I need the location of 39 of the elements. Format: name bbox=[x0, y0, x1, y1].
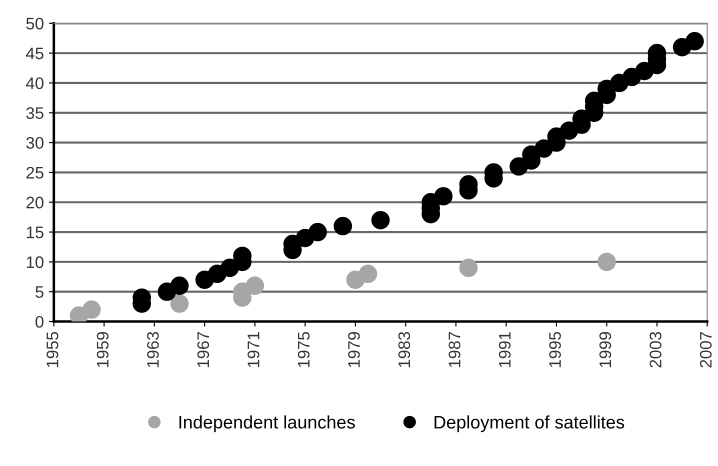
x-tick-label: 1975 bbox=[298, 332, 310, 368]
x-tick-label: 1955 bbox=[46, 332, 58, 368]
point bbox=[371, 210, 390, 230]
y-tick-label: 30 bbox=[26, 136, 44, 149]
y-tick-label: 45 bbox=[26, 48, 44, 60]
x-tick-label: 1983 bbox=[398, 332, 410, 368]
x-tick-label: 2003 bbox=[650, 332, 662, 368]
y-tick-label: 35 bbox=[26, 107, 44, 119]
point bbox=[334, 216, 352, 236]
point bbox=[246, 276, 264, 295]
point bbox=[685, 32, 704, 50]
point bbox=[459, 258, 478, 278]
x-tick-label: 1967 bbox=[197, 332, 210, 368]
y-tick-label: 50 bbox=[26, 18, 44, 30]
x-tick-label: 1995 bbox=[549, 332, 561, 368]
x-tick-label: 1971 bbox=[248, 332, 260, 368]
x-tick-label: 1979 bbox=[348, 332, 360, 368]
x-tick-label: 1999 bbox=[599, 332, 612, 368]
legend-label: Independent launches bbox=[179, 415, 355, 432]
y-tick-label: 20 bbox=[26, 196, 44, 208]
legend-label: Deployment of satellites bbox=[434, 415, 624, 432]
x-tick-label: 1991 bbox=[498, 332, 511, 368]
y-tick-label: 15 bbox=[26, 226, 44, 238]
point bbox=[358, 264, 378, 284]
point bbox=[82, 300, 101, 319]
x-tick-label: 2007 bbox=[700, 332, 712, 368]
point bbox=[170, 276, 189, 295]
y-tick-label: 10 bbox=[26, 256, 44, 268]
x-tick-label: 1959 bbox=[96, 332, 109, 368]
x-tick-label: 1987 bbox=[448, 332, 460, 368]
point bbox=[434, 187, 453, 206]
y-tick-label: 25 bbox=[26, 166, 44, 179]
y-tick-label: 40 bbox=[26, 77, 44, 90]
x-tick-label: 1963 bbox=[147, 332, 159, 368]
y-tick-label: 5 bbox=[36, 286, 44, 298]
point bbox=[308, 222, 327, 242]
point bbox=[170, 294, 189, 313]
point bbox=[598, 252, 616, 272]
y-tick-label: 0 bbox=[36, 316, 44, 328]
